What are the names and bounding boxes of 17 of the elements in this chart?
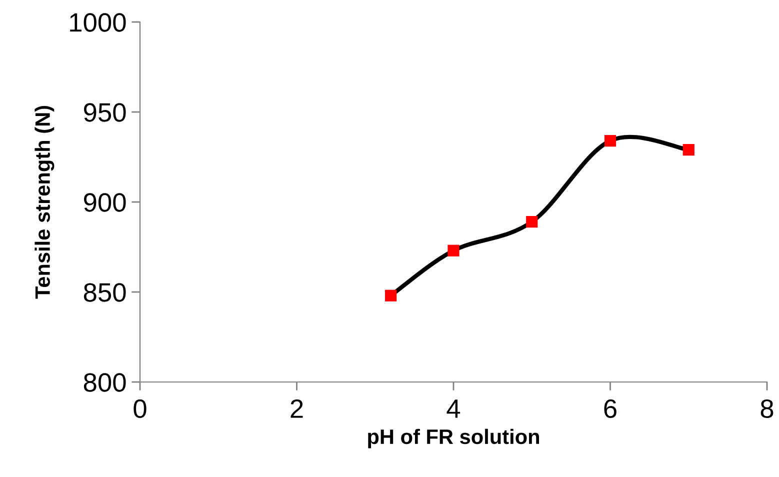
y-tick-label: 900: [84, 193, 126, 212]
x-tick-label: 4: [446, 400, 460, 418]
x-tick-label: 0: [134, 399, 146, 418]
y-axis-title: Tensile strength (N): [34, 106, 54, 299]
x-axis-title: pH of FR solution: [368, 428, 540, 448]
x-tick-label: 2: [290, 399, 303, 418]
point: [682, 144, 694, 156]
point: [384, 290, 397, 302]
y-tick-label: 800: [84, 373, 126, 392]
point: [448, 244, 460, 256]
point: [526, 216, 538, 228]
x-tick-label: 8: [760, 399, 774, 418]
point: [604, 134, 616, 147]
y-tick-label: 850: [84, 283, 126, 302]
y-tick-label: 950: [84, 103, 126, 122]
x-tick-label: 6: [604, 399, 616, 418]
y-tick-label: 1000: [70, 13, 126, 32]
